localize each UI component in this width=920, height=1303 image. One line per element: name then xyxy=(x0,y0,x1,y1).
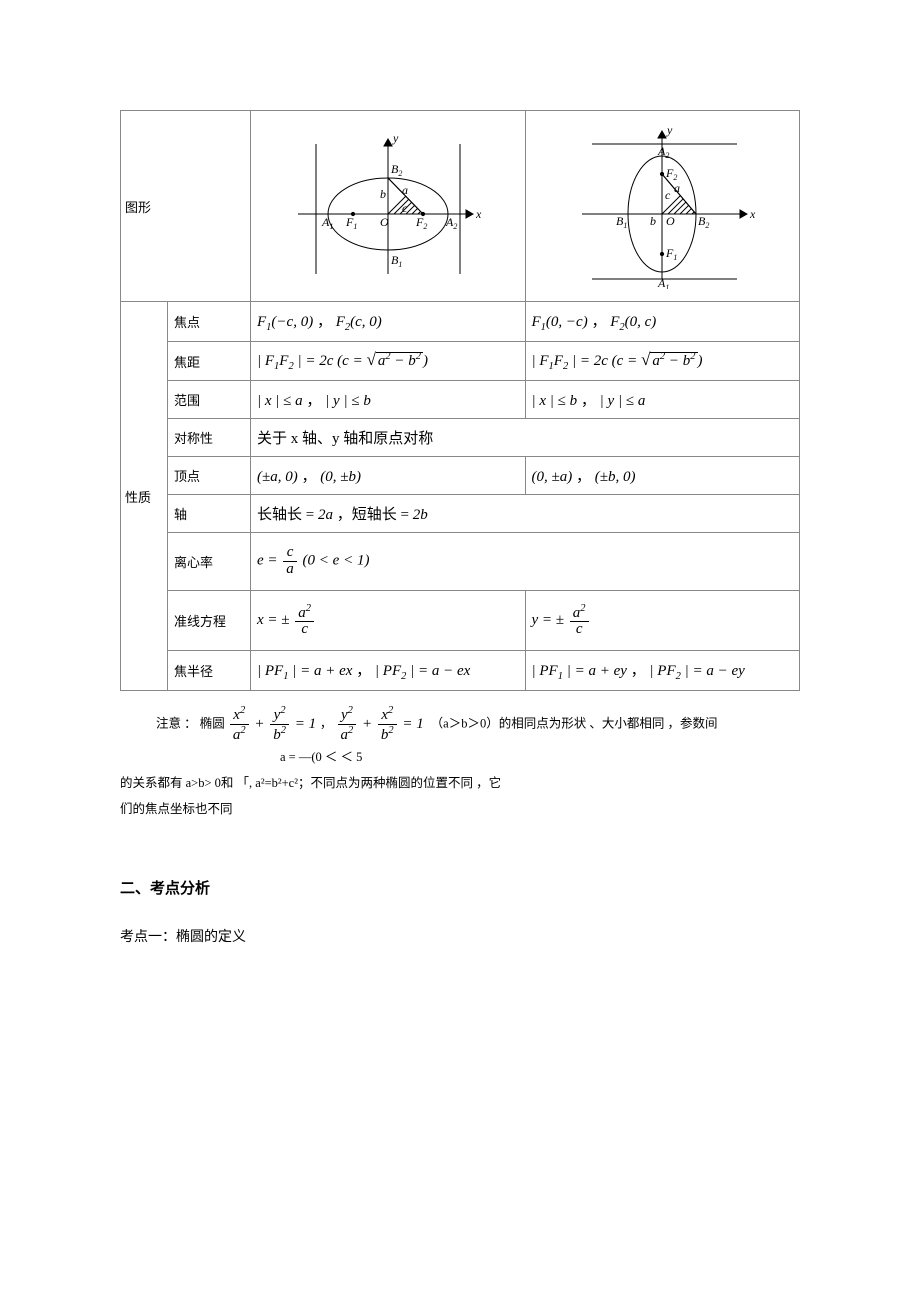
svg-text:O: O xyxy=(380,215,389,229)
notes-block: 注意 ： 椭圆 x2a2 + y2b2 = 1 ， y2a2 + x2b2 = … xyxy=(120,705,800,822)
sublabel-directrix: 准线方程 xyxy=(168,590,251,651)
svg-text:c: c xyxy=(402,201,408,215)
axis-merged: 长轴长 = 2a ，短轴长 = 2b xyxy=(251,495,800,533)
svg-text:O: O xyxy=(666,214,675,228)
sublabel-symmetry: 对称性 xyxy=(168,419,251,457)
svg-text:F2: F2 xyxy=(665,166,677,182)
vertex-col1: (±a, 0) ， (0, ±b) xyxy=(251,457,526,495)
ellipse-properties-table: 图形 xyxy=(120,110,800,691)
notes-line3: 们的焦点坐标也不同 xyxy=(120,796,800,822)
svg-text:B2: B2 xyxy=(391,162,402,178)
focaldist-col2: | F1F2 | = 2c (c = √a2 − b2) xyxy=(525,342,800,381)
vertex-col2: (0, ±a) ， (±b, 0) xyxy=(525,457,800,495)
notes-prefix: 注意 ： 椭圆 xyxy=(156,717,228,731)
sublabel-vertex: 顶点 xyxy=(168,457,251,495)
ellipse-vertical-diagram: x y O A2 A1 B1 B2 F2 F1 a b c xyxy=(562,119,762,289)
sublabel-range: 范围 xyxy=(168,381,251,419)
sublabel-focus: 焦点 xyxy=(168,302,251,342)
svg-text:b: b xyxy=(380,187,386,201)
svg-text:a: a xyxy=(402,183,408,197)
sublabel-focal-radius: 焦半径 xyxy=(168,651,251,691)
notes-line1-suffix: （a＞b＞0）的相同点为形状 、大小都相同 ，参数间 xyxy=(431,717,718,731)
svg-text:F1: F1 xyxy=(345,215,357,231)
notes-sep: ， xyxy=(320,717,333,731)
row-shape-label: 图形 xyxy=(121,111,251,302)
svg-text:F1: F1 xyxy=(665,246,677,262)
svg-text:A1: A1 xyxy=(321,215,333,231)
svg-text:B1: B1 xyxy=(616,214,627,230)
svg-text:A2: A2 xyxy=(657,144,669,160)
svg-text:c: c xyxy=(665,188,671,202)
svg-text:y: y xyxy=(392,131,399,145)
range-col1: | x | ≤ a ， | y | ≤ b xyxy=(251,381,526,419)
svg-text:A1: A1 xyxy=(657,276,669,289)
notes-line2: 的关系都有 a>b> 0和 「, a²=b²+c²；不同点为两种椭圆的位置不同 … xyxy=(120,770,800,796)
svg-text:b: b xyxy=(650,214,656,228)
focaldist-col1: | F1F2 | = 2c (c = √a2 − b2) xyxy=(251,342,526,381)
svg-text:y: y xyxy=(666,123,673,137)
svg-text:B1: B1 xyxy=(391,253,402,269)
svg-text:A2: A2 xyxy=(445,215,457,231)
svg-text:F2: F2 xyxy=(415,215,427,231)
sublabel-eccentricity: 离心率 xyxy=(168,533,251,591)
section2-heading: 二、考点分析 xyxy=(120,877,800,898)
sublabel-focal-distance: 焦距 xyxy=(168,342,251,381)
svg-text:x: x xyxy=(475,207,482,221)
svg-text:B2: B2 xyxy=(698,214,709,230)
symmetry-merged: 关于 x 轴、y 轴和原点对称 xyxy=(251,419,800,457)
focus-col1: F1(−c, 0) ， F2(c, 0) xyxy=(251,302,526,342)
range-col2: | x | ≤ b ， | y | ≤ a xyxy=(525,381,800,419)
notes-line2-eq: a = —(0 ＜ ＜ 5 xyxy=(120,744,800,770)
diagram-horizontal-cell: x y O A1 A2 B2 B1 F1 F2 a b c xyxy=(251,111,526,302)
focalrad-col2: | PF1 | = a + ey ， | PF2 | = a − ey xyxy=(525,651,800,691)
ellipse-horizontal-diagram: x y O A1 A2 B2 B1 F1 F2 a b c xyxy=(288,124,488,284)
eccentricity-merged: e = ca (0 < e < 1) xyxy=(251,533,800,591)
sublabel-axis: 轴 xyxy=(168,495,251,533)
diagram-vertical-cell: x y O A2 A1 B1 B2 F2 F1 a b c xyxy=(525,111,800,302)
svg-text:a: a xyxy=(674,181,680,195)
section2-sub: 考点一：椭圆的定义 xyxy=(120,926,800,946)
focus-col2: F1(0, −c) ， F2(0, c) xyxy=(525,302,800,342)
row-props-label: 性质 xyxy=(121,302,168,691)
directrix-col2: y = ± a2c xyxy=(525,590,800,651)
focalrad-col1: | PF1 | = a + ex ， | PF2 | = a − ex xyxy=(251,651,526,691)
directrix-col1: x = ± a2c xyxy=(251,590,526,651)
svg-text:x: x xyxy=(749,207,756,221)
